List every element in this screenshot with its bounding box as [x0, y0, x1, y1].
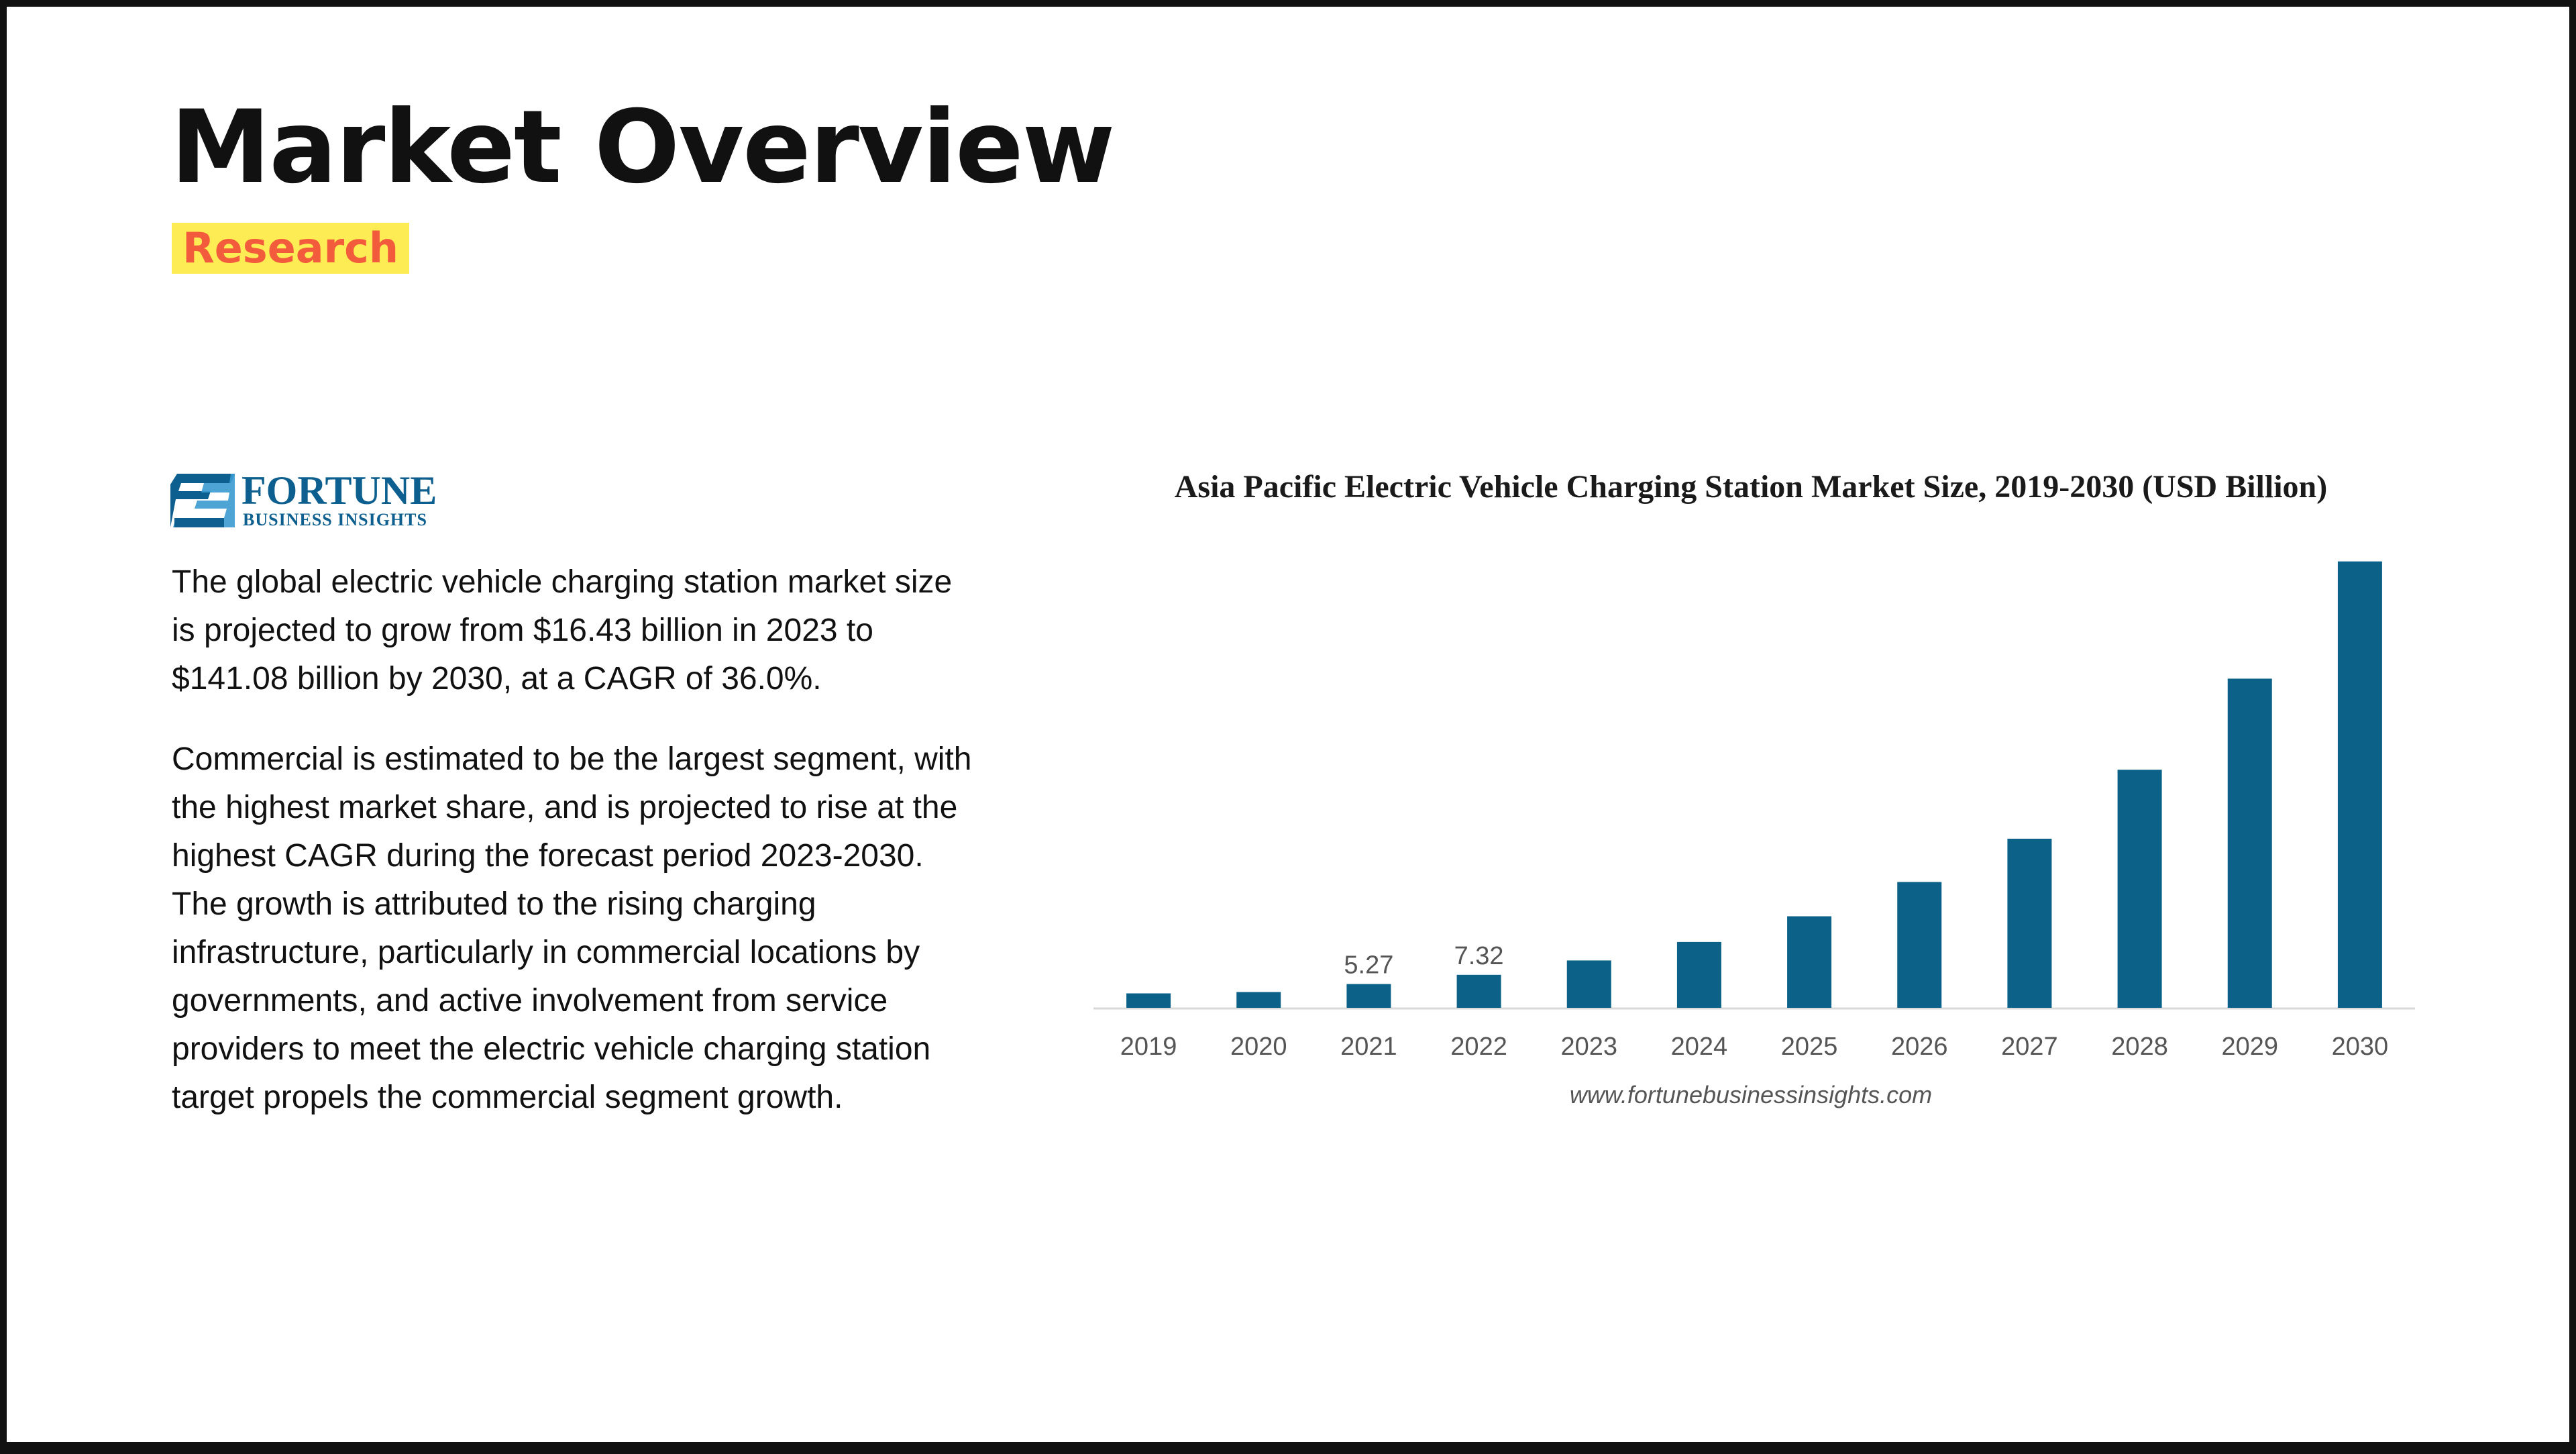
x-tick-label: 2025 — [1781, 1033, 1838, 1061]
x-tick-label: 2028 — [2111, 1033, 2168, 1061]
x-tick-label: 2019 — [1120, 1033, 1177, 1061]
bar-2029 — [2227, 678, 2272, 1008]
bar-2030 — [2337, 561, 2382, 1008]
x-tick-label: 2029 — [2221, 1033, 2278, 1061]
x-tick-label: 2026 — [1891, 1033, 1948, 1061]
bar-2021 — [1346, 984, 1391, 1008]
x-tick-label: 2027 — [2001, 1033, 2058, 1061]
summary-paragraph: The global electric vehicle charging sta… — [172, 564, 953, 696]
chart-plot: 2019 2020 2021 5.27 2022 7.32 2023 2024 2025 2026… — [1093, 561, 2415, 1061]
bar-2024 — [1676, 941, 1721, 1008]
segment-paragraph: Commercial is estimated to be the larges… — [172, 741, 972, 1115]
research-tag: Research — [172, 223, 410, 274]
bar-2023 — [1566, 960, 1611, 1008]
data-label: 5.27 — [1344, 951, 1393, 980]
logo-subtitle: BUSINESS INSIGHTS — [243, 510, 427, 529]
x-tick-label: 2023 — [1560, 1033, 1617, 1061]
bar-2028 — [2117, 770, 2162, 1008]
bar-2022 — [1456, 974, 1501, 1008]
market-size-chart: Asia Pacific Electric Vehicle Charging S… — [1080, 450, 2435, 1134]
fortune-logo-icon — [170, 474, 235, 527]
page-title: Market Overview — [170, 89, 1115, 206]
bar-2020 — [1236, 992, 1281, 1008]
logo-wordmark: FORTUNE — [241, 468, 437, 513]
data-label: 7.32 — [1454, 942, 1504, 970]
chart-source: www.fortunebusinessinsights.com — [1569, 1081, 1933, 1108]
bar-2019 — [1126, 993, 1171, 1008]
chart-title: Asia Pacific Electric Vehicle Charging S… — [1174, 469, 2328, 505]
x-tick-label: 2030 — [2332, 1033, 2389, 1061]
x-tick-label: 2020 — [1230, 1033, 1287, 1061]
x-tick-label: 2021 — [1340, 1033, 1397, 1061]
x-tick-label: 2022 — [1450, 1033, 1507, 1061]
bar-2026 — [1897, 882, 1942, 1008]
x-tick-label: 2024 — [1671, 1033, 1728, 1061]
bar-2025 — [1787, 916, 1832, 1008]
company-logo: FORTUNE BUSINESS INSIGHTS — [170, 468, 439, 530]
bar-2027 — [2007, 839, 2052, 1008]
